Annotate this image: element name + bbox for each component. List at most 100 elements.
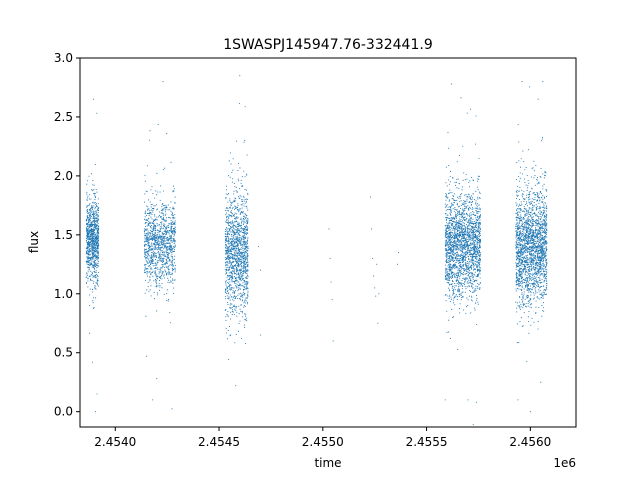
data-point (227, 279, 229, 281)
data-point (149, 201, 151, 203)
data-point (466, 282, 468, 284)
data-point (97, 271, 99, 273)
data-point (172, 230, 174, 232)
data-point (449, 236, 451, 238)
data-point (171, 230, 173, 232)
data-point (451, 244, 453, 246)
data-point (465, 262, 467, 264)
data-point (241, 257, 243, 259)
data-point (453, 274, 455, 276)
data-point (452, 272, 454, 274)
data-point (447, 246, 449, 248)
data-point (167, 265, 169, 268)
data-point (162, 248, 164, 250)
data-point (154, 264, 156, 266)
data-point (238, 196, 240, 198)
data-point (144, 245, 146, 247)
data-point (234, 245, 236, 247)
data-point (244, 251, 246, 253)
data-point (233, 292, 236, 294)
data-point (450, 226, 452, 228)
data-point (152, 230, 154, 232)
data-point (233, 199, 235, 201)
data-point (444, 224, 446, 227)
data-point (241, 265, 243, 267)
data-point (159, 289, 161, 291)
data-point (226, 291, 228, 293)
data-point (453, 272, 455, 274)
data-point (245, 214, 247, 216)
data-point (163, 293, 165, 295)
data-point (240, 218, 242, 220)
data-point (463, 233, 465, 235)
data-point (458, 154, 461, 156)
data-point (237, 261, 239, 263)
data-point (241, 228, 244, 230)
data-point (462, 277, 464, 279)
data-point (245, 343, 247, 345)
data-point (477, 245, 479, 247)
data-point (90, 207, 92, 209)
data-point (97, 253, 99, 255)
data-point (170, 222, 172, 224)
data-point (446, 244, 448, 246)
data-point (88, 241, 90, 243)
data-point (159, 191, 161, 193)
data-point (240, 268, 242, 270)
data-point (457, 234, 459, 236)
data-point (468, 218, 470, 220)
data-point (477, 270, 479, 272)
data-point (242, 230, 244, 232)
data-point (144, 228, 146, 230)
data-point (231, 208, 233, 210)
data-point (458, 259, 460, 261)
data-point (237, 270, 239, 272)
data-point (238, 197, 240, 199)
data-point (163, 204, 165, 207)
data-point (172, 206, 174, 208)
data-point (163, 207, 166, 209)
data-point (232, 240, 235, 243)
data-point (476, 212, 478, 214)
data-point (471, 207, 473, 209)
data-point (89, 217, 91, 219)
data-point (90, 225, 92, 227)
data-point (239, 231, 241, 233)
data-point (457, 249, 459, 251)
data-point (149, 235, 151, 237)
data-point (453, 250, 455, 252)
data-point (228, 214, 230, 216)
data-point (145, 251, 147, 253)
data-point (95, 271, 97, 273)
data-point (149, 244, 151, 247)
data-point (230, 296, 232, 298)
data-point (238, 254, 240, 256)
data-point (162, 259, 164, 261)
data-point (151, 245, 153, 247)
data-point (89, 219, 91, 221)
data-point (172, 208, 174, 210)
data-point (448, 192, 450, 194)
data-point (449, 239, 451, 241)
data-point (233, 228, 235, 230)
data-point (468, 182, 470, 184)
data-point (460, 292, 462, 294)
data-point (469, 265, 471, 268)
data-point (228, 253, 230, 255)
data-point (90, 251, 92, 253)
data-point (238, 250, 240, 252)
data-point (164, 219, 166, 221)
data-point (452, 244, 454, 246)
data-point (238, 233, 240, 235)
data-point (468, 201, 470, 203)
data-point (86, 217, 89, 219)
data-point (241, 219, 243, 221)
data-point (445, 300, 447, 302)
data-point (477, 283, 479, 285)
data-point (243, 293, 246, 295)
data-point (476, 287, 478, 289)
data-point (454, 240, 456, 242)
data-point (455, 280, 457, 282)
data-point (94, 229, 96, 232)
data-point (152, 236, 154, 238)
